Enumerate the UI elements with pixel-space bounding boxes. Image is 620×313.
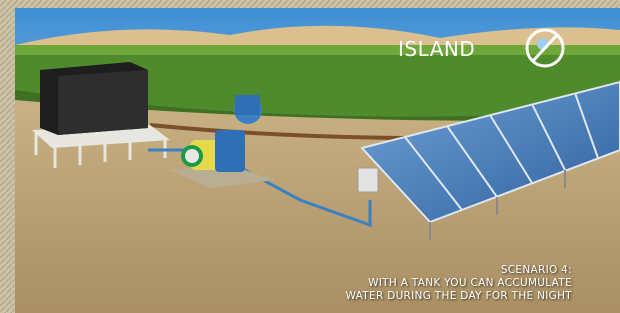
scene: ISLAND SCENARIO 4:WITH A TANK YOU CAN AC…: [0, 0, 620, 313]
caption-line: SCENARIO 4:: [501, 264, 572, 276]
badge-label: ISLAND: [398, 37, 475, 61]
caption-line: WATER DURING THE DAY FOR THE NIGHT: [346, 290, 573, 302]
control-box: [358, 168, 378, 192]
caption-line: WITH A TANK YOU CAN ACCUMULATE: [368, 277, 572, 289]
page: {"badge": {"label": "ISLAND"}, "caption"…: [0, 0, 620, 313]
